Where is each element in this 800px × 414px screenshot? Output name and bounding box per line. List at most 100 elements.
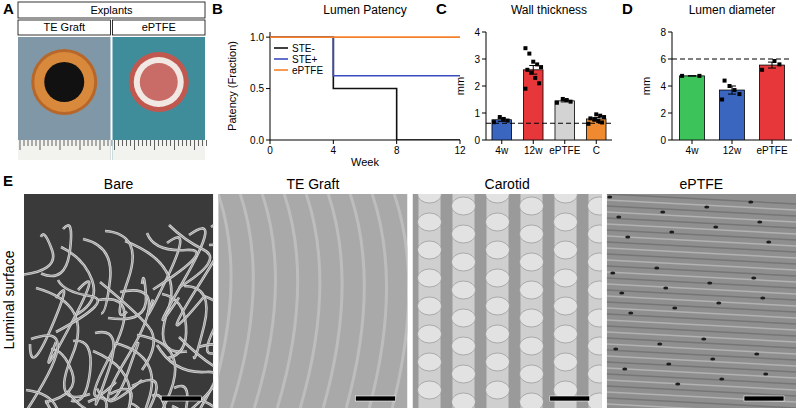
streak (607, 362, 796, 372)
panel-letter: B (212, 0, 223, 17)
y-tick (668, 32, 672, 33)
streak (607, 374, 796, 384)
y-tick-label: 1 (474, 108, 480, 119)
y-tick (482, 113, 486, 114)
chart-title: Lumen diameter (689, 3, 776, 17)
cell (486, 213, 510, 231)
bar (555, 101, 575, 140)
step-line (270, 37, 460, 140)
ruler-tick (206, 140, 207, 146)
fiber (105, 231, 133, 315)
legend-swatch (274, 69, 288, 71)
pore (625, 236, 630, 239)
fiber-edge (24, 234, 53, 275)
pore (710, 358, 715, 361)
fiber (24, 234, 53, 275)
graft-wall (31, 49, 97, 115)
x-tick (270, 140, 271, 144)
cell (588, 337, 602, 355)
ruler-tick (40, 140, 41, 150)
streak (607, 338, 796, 348)
bar (760, 65, 785, 140)
ruler-tick (170, 140, 171, 146)
column-head: TE Graft (43, 21, 85, 33)
ruler-tick (32, 140, 33, 146)
data-point (728, 84, 732, 88)
ruler-tick (142, 140, 143, 146)
pore (716, 302, 721, 305)
pore (748, 201, 753, 204)
fiber (108, 278, 146, 319)
fiber (71, 341, 91, 402)
figure: AExplantsTE GraftePTFEBLumen Patency0.00… (0, 0, 800, 414)
data-point (529, 71, 533, 75)
ruler-tick (134, 140, 135, 150)
data-point (531, 60, 535, 64)
sem-ground (24, 194, 213, 408)
x-tick (772, 140, 773, 144)
x-tick-label: 8 (394, 145, 400, 156)
streak (607, 308, 796, 318)
cell (520, 197, 544, 215)
ruler-tick (118, 140, 119, 146)
pore (654, 267, 659, 270)
data-point (565, 98, 569, 102)
column-head: Bare (104, 176, 134, 192)
panel-letter: E (3, 172, 13, 189)
ridge (487, 194, 509, 408)
pore (766, 241, 771, 244)
ruler-tick (104, 140, 105, 146)
streak (607, 242, 796, 252)
ruler-tick (126, 140, 127, 146)
sem-image (413, 194, 602, 408)
ruler-tick (166, 140, 167, 146)
graft-lumen (140, 63, 178, 101)
header: Explants (90, 4, 133, 16)
cell (554, 269, 578, 287)
surface-fold (218, 194, 231, 408)
data-point (537, 81, 541, 85)
cell (588, 225, 602, 243)
x-tick-label: ePTFE (756, 145, 787, 156)
pore (669, 231, 674, 234)
data-point (523, 46, 527, 50)
cell (486, 325, 510, 343)
bar (523, 70, 543, 140)
data-point (523, 87, 527, 91)
ruler-tick (84, 140, 85, 146)
data-point (555, 101, 559, 105)
cell (520, 337, 544, 355)
data-point (732, 88, 736, 92)
pore (751, 277, 756, 280)
y-tick-label: 4 (474, 27, 480, 38)
streak (607, 254, 796, 264)
fiber (24, 335, 58, 408)
data-point (594, 112, 598, 116)
pore (713, 226, 718, 229)
step-line (270, 36, 460, 38)
ruler-tick (28, 140, 29, 146)
cell (588, 253, 602, 271)
y-tick-label: 4 (660, 81, 666, 92)
x-tick-label: 0 (267, 145, 273, 156)
y-tick-label: 1.0 (250, 32, 264, 43)
bar (680, 76, 705, 140)
fiber-edge (125, 241, 187, 352)
cell (520, 393, 544, 408)
column-head: Carotid (485, 176, 530, 192)
streak (607, 356, 796, 366)
y-tick-label: 3 (474, 54, 480, 65)
fiber-edge (169, 225, 210, 288)
data-point (539, 65, 543, 69)
photo-ground (113, 37, 206, 160)
surface-fold (231, 194, 253, 408)
plot-marks (270, 37, 460, 140)
pore (672, 307, 677, 310)
ruler-tick (36, 140, 37, 146)
ruler-tick (198, 140, 199, 146)
scale-bar (550, 396, 590, 401)
cell (452, 281, 476, 299)
fiber-edge (71, 341, 91, 402)
x-tick (732, 140, 733, 144)
legend-label: ePTFE (292, 65, 323, 76)
